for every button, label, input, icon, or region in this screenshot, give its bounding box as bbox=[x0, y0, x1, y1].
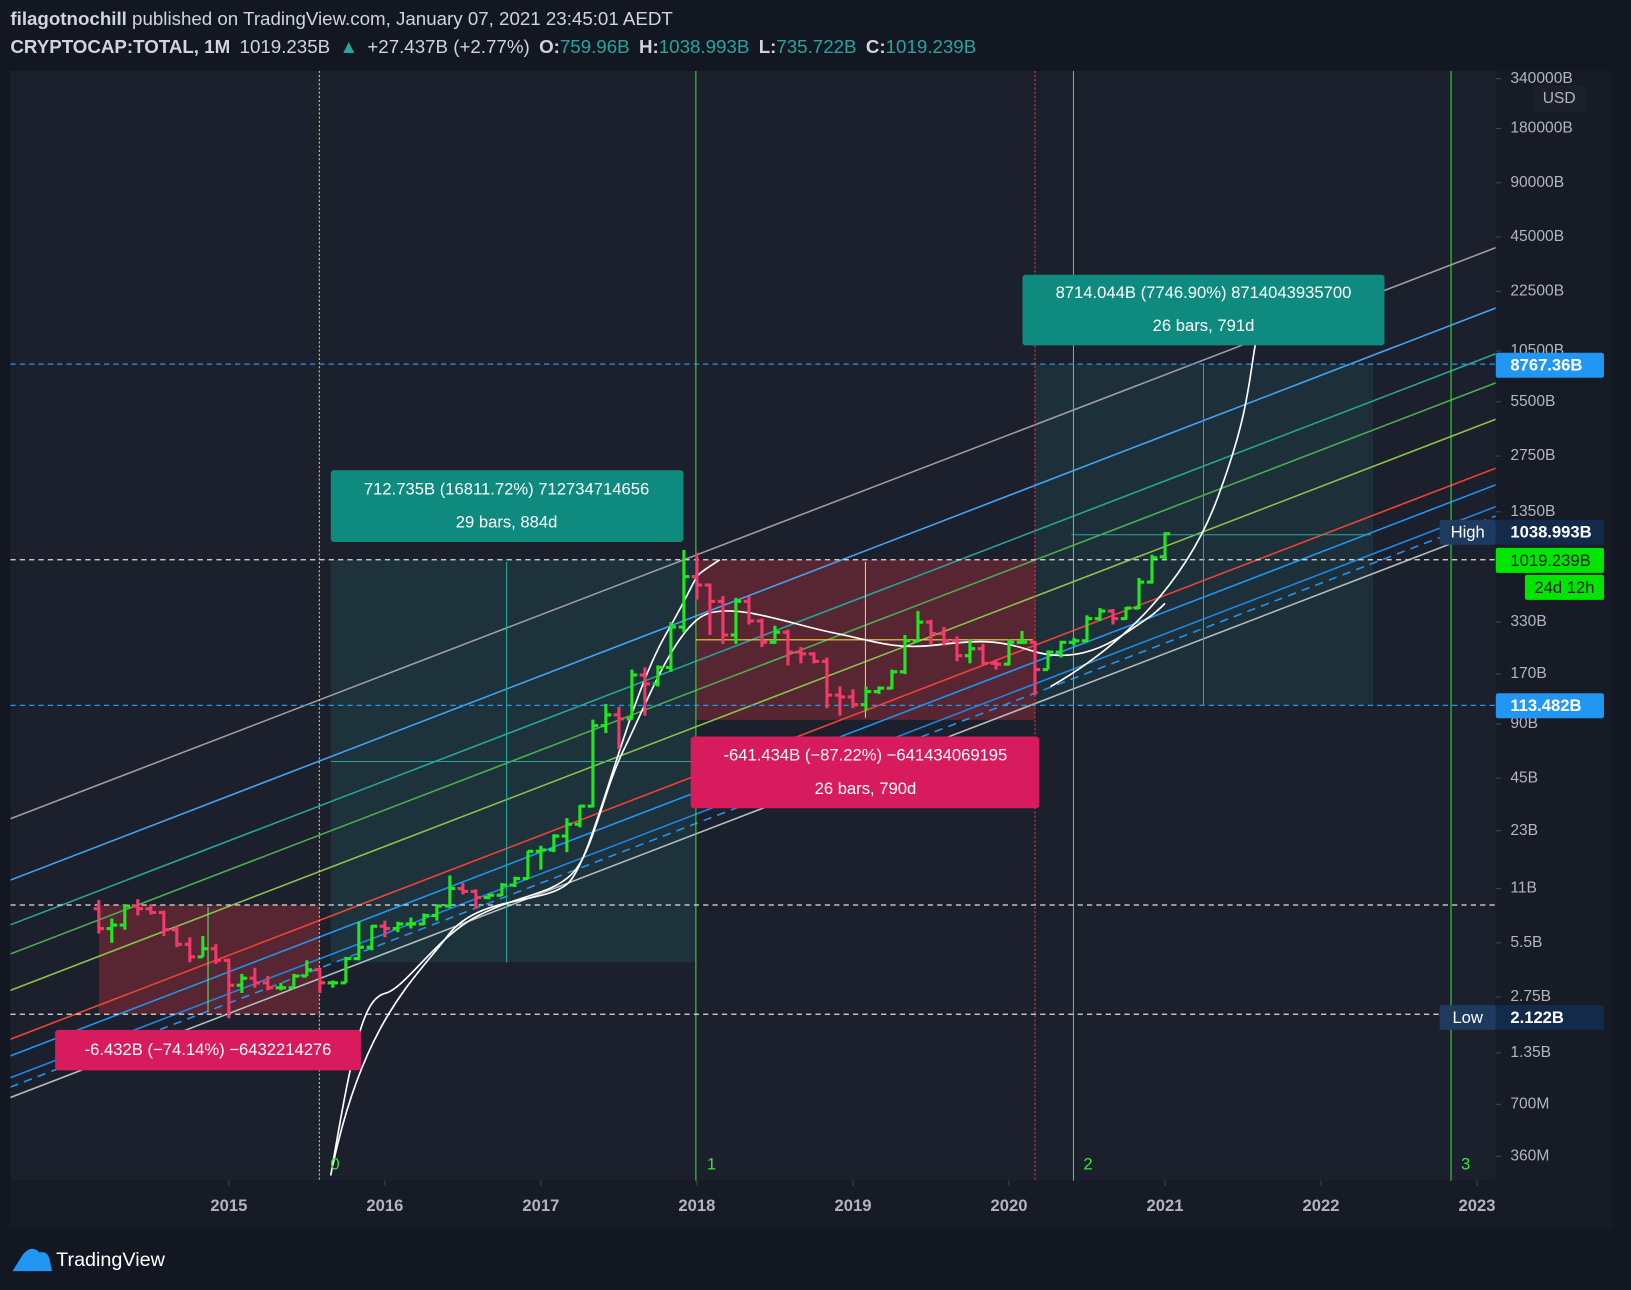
currency: USD bbox=[1543, 90, 1576, 107]
logo: TradingView bbox=[12, 1248, 166, 1272]
measure-arrows bbox=[207, 364, 1371, 1013]
ohlc-label: C: bbox=[866, 36, 886, 57]
measure-box bbox=[55, 1029, 361, 1071]
x-tick-label: 2018 bbox=[678, 1196, 715, 1215]
x-tick-label: 2015 bbox=[210, 1196, 247, 1215]
price-label: 2.122B bbox=[1510, 1008, 1564, 1027]
ohlc-label: H: bbox=[639, 36, 659, 57]
y-tick-label: 45000B bbox=[1510, 228, 1564, 245]
published: published on TradingView.com, January 07… bbox=[127, 8, 673, 29]
change: +27.437B (+2.77%) bbox=[367, 36, 529, 57]
x-tick-label: 2020 bbox=[990, 1196, 1027, 1215]
x-tick-label: 2019 bbox=[834, 1196, 871, 1215]
y-tick-label: 90B bbox=[1510, 715, 1538, 732]
cycle-labels: 0 1 2 3 bbox=[330, 1154, 1470, 1173]
price-bars bbox=[93, 532, 1171, 1019]
x-tick-label: 2023 bbox=[1459, 1196, 1496, 1215]
y-tick-label: 45B bbox=[1510, 769, 1538, 786]
y-tick-label: 2.75B bbox=[1510, 988, 1551, 1005]
measure-boxes: 712.735B (16811.72%) 712734714656 29 bar… bbox=[55, 274, 1385, 1071]
measure-text: 26 bars, 790d bbox=[815, 779, 917, 798]
cycle-label: 3 bbox=[1461, 1154, 1470, 1173]
header-line: CRYPTOCAP:TOTAL, 1M 1019.235B ▲ +27.437B… bbox=[10, 36, 976, 57]
y-tick-label: 340000B bbox=[1510, 70, 1572, 87]
y-tick-label: 360M bbox=[1510, 1148, 1549, 1165]
countdown: 24d 12h bbox=[1534, 578, 1594, 597]
brand: TradingView bbox=[56, 1249, 165, 1271]
plot-area bbox=[10, 70, 1496, 1181]
price-label-name-box bbox=[1439, 519, 1496, 545]
y-tick-label: 23B bbox=[1510, 822, 1538, 839]
author: filagotnochill bbox=[10, 8, 126, 29]
cycle-label: 1 bbox=[707, 1154, 716, 1173]
x-tick-label: 2021 bbox=[1147, 1196, 1184, 1215]
currency-badge bbox=[1533, 85, 1586, 113]
y-tick-label: 5.5B bbox=[1510, 934, 1542, 951]
price-label: 113.482B bbox=[1510, 696, 1581, 715]
time-axis bbox=[10, 1180, 1496, 1228]
logo-icon bbox=[12, 1248, 53, 1272]
y-tick-label: 5500B bbox=[1510, 393, 1555, 410]
x-tick-label: 2017 bbox=[522, 1196, 559, 1215]
drawings bbox=[10, 70, 1496, 1181]
price-label-box bbox=[1495, 547, 1604, 573]
ohlc-value: 759.96B bbox=[560, 36, 630, 57]
measure-text: -6.432B (−74.14%) −6432214276 bbox=[85, 1040, 332, 1059]
price-label-box bbox=[1495, 352, 1604, 378]
measure-box bbox=[1022, 274, 1385, 346]
price-label-box bbox=[1495, 693, 1604, 719]
ohlc-value: 1038.993B bbox=[659, 36, 750, 57]
measure-text: 26 bars, 791d bbox=[1153, 316, 1255, 335]
cycle-label: 0 bbox=[330, 1154, 339, 1173]
ohlc-label: L: bbox=[759, 36, 777, 57]
last-price: 1019.235B bbox=[240, 36, 331, 57]
price-label: 1038.993B bbox=[1510, 523, 1591, 542]
y-tick-label: 170B bbox=[1510, 665, 1546, 682]
x-tick-label: 2016 bbox=[366, 1196, 403, 1215]
measure-box bbox=[690, 736, 1040, 809]
y-tick-label: 11B bbox=[1510, 880, 1537, 897]
price-label-box bbox=[1495, 1004, 1604, 1030]
price-label-name-box bbox=[1439, 1004, 1496, 1030]
y-tick-label: 2750B bbox=[1510, 447, 1555, 464]
measure-box bbox=[330, 470, 684, 543]
header-line: filagotnochill published on TradingView.… bbox=[10, 8, 672, 29]
price-axis bbox=[1495, 70, 1613, 1228]
measure-text: 29 bars, 884d bbox=[456, 513, 558, 532]
y-tick-label: 180000B bbox=[1510, 120, 1572, 137]
price-label: 8767.36B bbox=[1510, 356, 1582, 375]
price-label: 1019.239B bbox=[1510, 551, 1590, 570]
ohlc-label: O: bbox=[539, 36, 560, 57]
measure-text: 712.735B (16811.72%) 712734714656 bbox=[364, 479, 649, 498]
measure-text: 8714.044B (7746.90%) 8714043935700 bbox=[1056, 283, 1352, 302]
y-tick-label: 700M bbox=[1510, 1095, 1549, 1112]
cycle-lines bbox=[318, 70, 1452, 1181]
price-label-box bbox=[1495, 519, 1604, 545]
price-label-name: Low bbox=[1452, 1008, 1483, 1027]
measure-region bbox=[98, 905, 320, 1015]
level-lines bbox=[10, 363, 1496, 1015]
y-tick-label: 330B bbox=[1510, 613, 1546, 630]
y-tick-label: 90000B bbox=[1510, 174, 1564, 191]
y-tick-label: 22500B bbox=[1510, 283, 1564, 300]
y-tick-label: 1.35B bbox=[1510, 1044, 1551, 1061]
measure-text: -641.434B (−87.22%) −641434069195 bbox=[724, 746, 1008, 765]
y-tick-label: 1350B bbox=[1510, 503, 1555, 520]
ohlc-value: 1019.239B bbox=[886, 36, 977, 57]
cycle-label: 2 bbox=[1083, 1154, 1092, 1173]
ohlc-value: 735.722B bbox=[776, 36, 856, 57]
change-arrow: ▲ bbox=[339, 36, 358, 57]
symbol: CRYPTOCAP:TOTAL, 1M bbox=[10, 36, 230, 57]
price-label-name: High bbox=[1451, 523, 1485, 542]
x-tick-label: 2022 bbox=[1303, 1196, 1340, 1215]
countdown-box bbox=[1524, 574, 1604, 600]
